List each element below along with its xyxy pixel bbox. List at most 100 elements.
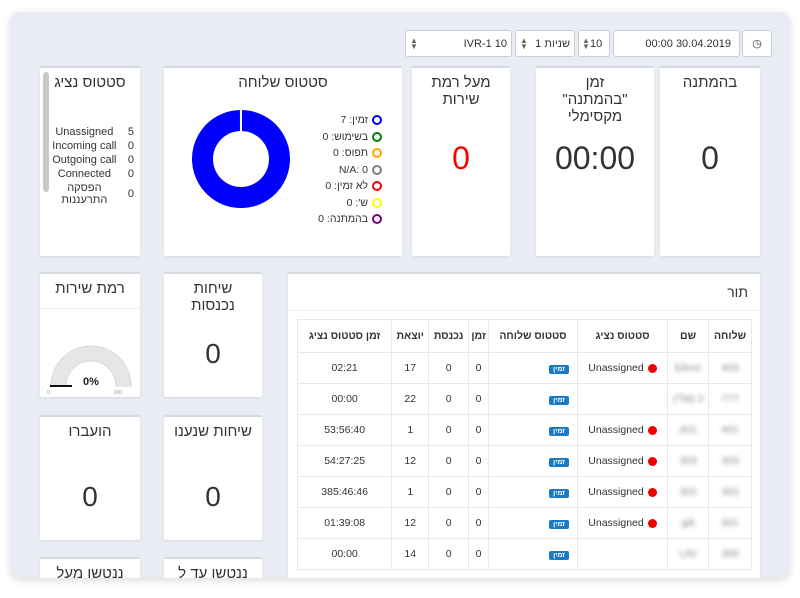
- status-label: Incoming call: [52, 140, 117, 152]
- column-header[interactable]: זמן: [468, 319, 490, 353]
- legend-item[interactable]: בשימוש: 0: [318, 129, 382, 146]
- table-cell: זמין: [488, 383, 578, 415]
- table-cell: 0: [428, 352, 470, 384]
- count-select[interactable]: ▲ ▼ 10: [578, 30, 610, 57]
- column-header[interactable]: נכנסת: [428, 319, 470, 353]
- spinner-icon: ▲ ▼: [582, 35, 590, 51]
- table-cell: [576, 383, 669, 415]
- table-cell: Elinor: [667, 352, 709, 384]
- table-cell: 0: [468, 352, 490, 384]
- extension: 401: [721, 424, 739, 436]
- column-header[interactable]: שלוחה: [708, 319, 752, 353]
- legend-label: תפוס: 0: [333, 147, 368, 160]
- legend-marker-icon: [372, 197, 382, 208]
- table-cell: 0: [428, 414, 470, 446]
- donut-slice-0[interactable]: [190, 107, 292, 210]
- agent-status-row: Unassigned 5: [50, 126, 134, 138]
- column-header[interactable]: זמן סטטוס נציג: [296, 319, 393, 353]
- table-row[interactable]: 300 Lihi זמין 0 0 14 00:00: [296, 538, 752, 570]
- legend-marker-icon: [372, 131, 382, 142]
- datetime-value: 00:00 30.04.2019: [645, 37, 731, 50]
- agent-name: Elinor: [674, 362, 702, 374]
- interval-select[interactable]: ▲ ▼ 1 שניות: [515, 30, 575, 57]
- column-header[interactable]: שם: [667, 319, 709, 353]
- table-row[interactable]: 403 Elinor Unassigned זמין 0 0 17 02:21: [296, 352, 752, 384]
- table-cell: 0: [428, 383, 470, 415]
- queue-value: IVR-1 10: [463, 37, 507, 50]
- table-cell: gili: [667, 507, 709, 539]
- table-cell: 403: [708, 352, 752, 384]
- agent-status-row: Incoming call 0: [50, 140, 134, 152]
- table-row[interactable]: 302 302 Unassigned זמין 0 0 1 385:46:46: [296, 476, 752, 508]
- table-cell: 401: [708, 414, 752, 446]
- table-cell: זמין: [488, 476, 578, 508]
- dashboard: ◷ 00:00 30.04.2019 ▲ ▼ 10 ▲ ▼ 1 שניות ▲ ▼ IVR-…: [10, 12, 790, 578]
- card-title: סטטוס שלוחה: [238, 74, 328, 91]
- table-cell: 17: [391, 352, 430, 384]
- chart-legend: זמין: 7 בשימוש: 0 תפוס: 0 N/A: 0 לא זמין: 0 ש…: [318, 112, 382, 228]
- card-title: מעל רמת שירות: [431, 74, 491, 108]
- agent-status-list: Unassigned 5 Incoming call 0 Outgoing call 0 C…: [50, 126, 134, 208]
- status-dot-icon: [647, 425, 657, 435]
- column-header[interactable]: יוצאת: [391, 319, 430, 353]
- service-level-gauge: 0 100 0%: [47, 345, 132, 396]
- legend-item[interactable]: N/A: 0: [318, 162, 382, 179]
- table-cell: 302: [667, 476, 709, 508]
- legend-item[interactable]: תפוס: 0: [318, 145, 382, 162]
- table-row[interactable]: 301 gili Unassigned זמין 0 0 12 01:39:08: [296, 507, 752, 539]
- legend-marker-icon: [372, 148, 382, 159]
- agent-status: Unassigned: [588, 362, 644, 374]
- max-wait-card: זמן "בהמתנה" מקסימלי 00:00: [536, 66, 654, 256]
- status-label: הפסקה התרעננות: [61, 182, 108, 206]
- table-cell: 1: [391, 414, 430, 446]
- status-count: 0: [127, 168, 134, 180]
- agent-name: 303: [679, 455, 697, 467]
- legend-label: ש': 0: [346, 196, 368, 209]
- legend-label: בהמתנה: 0: [318, 213, 368, 226]
- agent-name: 401: [679, 424, 697, 436]
- table-cell: 00:00: [296, 383, 393, 415]
- clock-button[interactable]: ◷: [742, 30, 772, 57]
- extension: 777: [721, 393, 739, 405]
- table-cell: Unassigned: [576, 352, 669, 384]
- abandoned-over-card: ננטשו מעל: [40, 557, 140, 578]
- card-title: סטטוס נציג: [54, 74, 126, 91]
- card-title: רמת שירות: [55, 280, 125, 297]
- card-value: 0: [452, 140, 470, 176]
- column-header[interactable]: סטטוס שלוחה: [488, 319, 578, 353]
- table-cell: 14: [391, 538, 430, 570]
- table-cell: 385:46:46: [296, 476, 393, 508]
- waiting-card: בהמתנה 0: [660, 66, 760, 256]
- queue-select[interactable]: ▲ ▼ IVR-1 10: [405, 30, 512, 57]
- table-cell: 02:21: [296, 352, 393, 384]
- table-cell: 0: [428, 538, 470, 570]
- status-badge: זמין: [549, 427, 569, 436]
- table-cell: [576, 538, 669, 570]
- table-cell: 54:27:25: [296, 445, 393, 477]
- card-value: 0: [82, 481, 98, 512]
- count-value: 10: [590, 37, 603, 50]
- status-badge: זמין: [549, 458, 569, 467]
- table-cell: 0: [468, 538, 490, 570]
- donut-chart: [190, 107, 292, 210]
- column-header[interactable]: סטטוס נציג: [576, 319, 669, 353]
- table-cell: Lihi: [667, 538, 709, 570]
- legend-item[interactable]: זמין: 7: [318, 112, 382, 129]
- table-cell: 1: [391, 476, 430, 508]
- table-cell: 12: [391, 507, 430, 539]
- agent-status-row: Outgoing call 0: [50, 154, 134, 166]
- status-badge: זמין: [549, 365, 569, 374]
- legend-item[interactable]: ש': 0: [318, 195, 382, 212]
- datetime-input[interactable]: 00:00 30.04.2019: [613, 30, 740, 57]
- service-level-card: רמת שירות 0 100 0%: [40, 272, 140, 397]
- table-cell: 0: [428, 476, 470, 508]
- table-row[interactable]: 777 3 (אלי) זמין 0 0 22 00:00: [296, 383, 752, 415]
- agent-status-row: הפסקה התרעננות 0: [50, 182, 134, 206]
- legend-item[interactable]: לא זמין: 0: [318, 178, 382, 195]
- scrollbar[interactable]: [43, 72, 49, 192]
- table-cell: 01:39:08: [296, 507, 393, 539]
- table-row[interactable]: 401 401 Unassigned זמין 0 0 1 53:56:40: [296, 414, 752, 446]
- legend-item[interactable]: בהמתנה: 0: [318, 211, 382, 228]
- table-row[interactable]: 303 303 Unassigned זמין 0 0 12 54:27:25: [296, 445, 752, 477]
- table-cell: 302: [708, 476, 752, 508]
